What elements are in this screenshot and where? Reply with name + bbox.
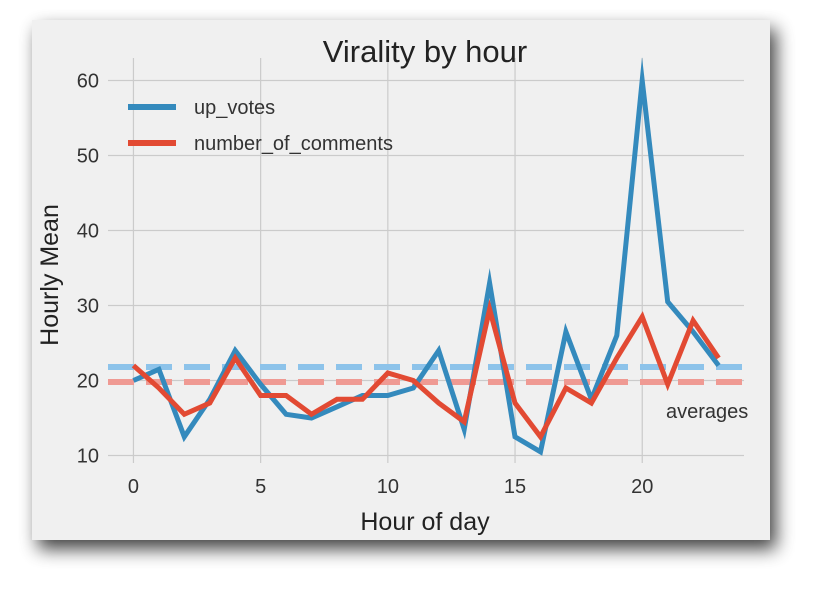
x-tick-labels: 0 5 10 15 20 [128, 476, 653, 498]
x-tick-label: 5 [255, 476, 266, 498]
averages-annotation: averages [666, 401, 748, 423]
y-tick-label: 50 [77, 146, 99, 168]
series-line-up_votes [132, 57, 721, 456]
y-tick-label: 10 [77, 446, 99, 468]
y-tick-label: 30 [77, 296, 99, 318]
x-axis-label: Hour of day [360, 508, 490, 536]
plot-area: up_votes number_of_comments [108, 57, 744, 463]
series-lines [131, 57, 721, 456]
legend: up_votes number_of_comments [128, 97, 393, 155]
y-tick-label: 20 [77, 371, 99, 393]
x-tick-label: 10 [377, 476, 399, 498]
x-tick-label: 0 [128, 476, 139, 498]
legend-label-number_of_comments: number_of_comments [194, 133, 393, 155]
y-tick-label: 60 [77, 71, 99, 93]
x-tick-label: 20 [631, 476, 653, 498]
chart-title: Virality by hour [323, 34, 527, 69]
y-tick-label: 40 [77, 221, 99, 243]
series-line-number_of_comments [131, 298, 721, 442]
legend-label-up_votes: up_votes [194, 97, 275, 119]
y-tick-labels: 10 20 30 40 50 60 [77, 71, 99, 468]
x-tick-label: 15 [504, 476, 526, 498]
y-axis-label: Hourly Mean [36, 204, 64, 346]
